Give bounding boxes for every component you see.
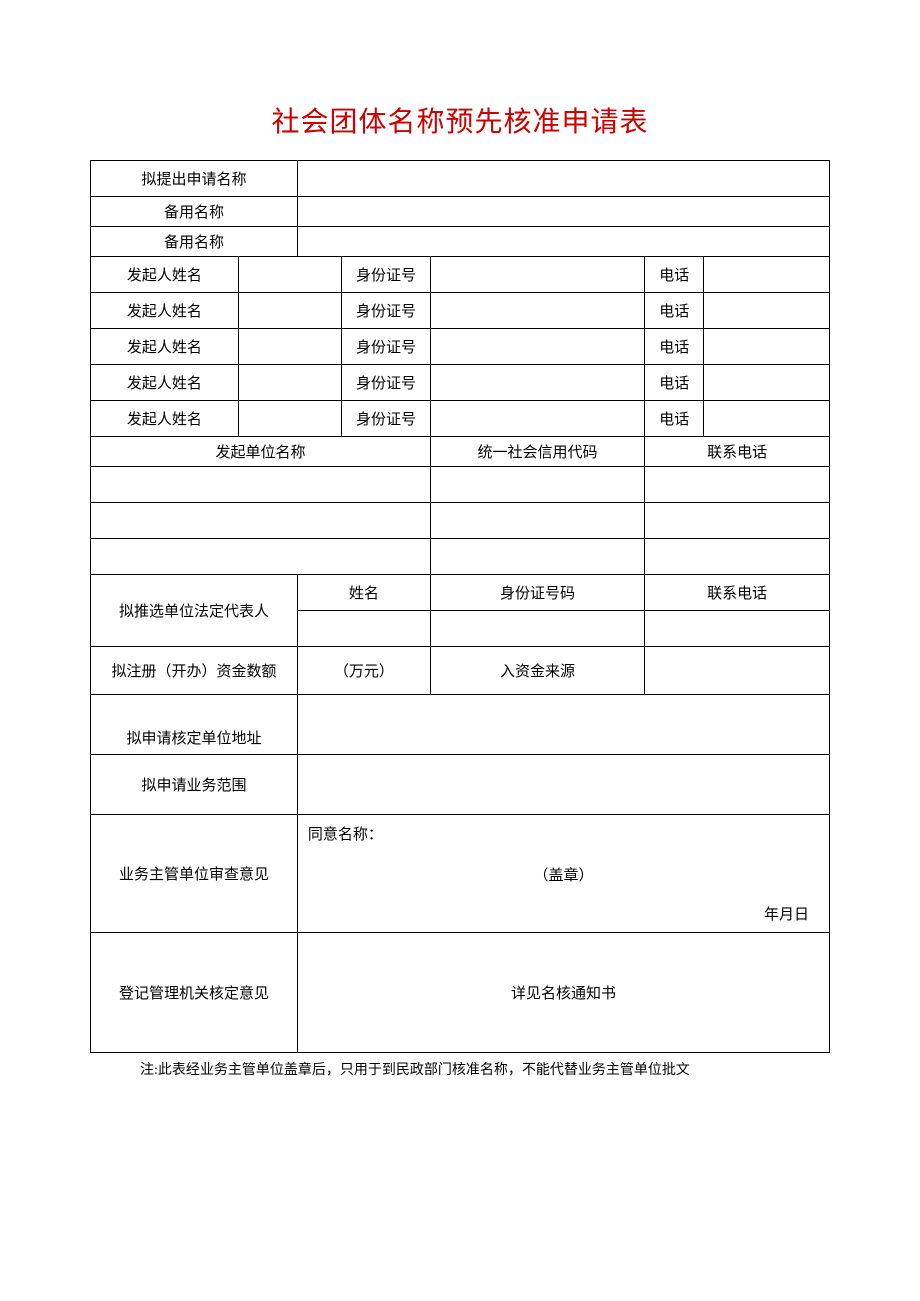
page-title: 社会团体名称预先核准申请表 <box>90 100 830 140</box>
capital-source-value <box>645 647 830 695</box>
initiator-name-value <box>238 329 341 365</box>
id-number-label: 身份证号 <box>342 329 431 365</box>
id-number-label: 身份证号 <box>342 257 431 293</box>
address-value <box>297 695 829 755</box>
alt-name-label-2: 备用名称 <box>91 227 298 257</box>
proposed-name-label: 拟提出申请名称 <box>91 161 298 197</box>
social-credit-label: 统一社会信用代码 <box>430 437 644 467</box>
address-label: 拟申请核定单位地址 <box>91 695 298 755</box>
initiator-name-value <box>238 293 341 329</box>
org-name-value <box>91 539 431 575</box>
supervisor-review-label: 业务主管单位审查意见 <box>91 815 298 933</box>
org-code-value <box>430 467 644 503</box>
contact-phone-label: 联系电话 <box>645 575 830 611</box>
id-card-label: 身份证号码 <box>430 575 644 611</box>
seal-label: （盖章） <box>308 864 819 885</box>
capital-label: 拟注册（开办）资金数额 <box>91 647 298 695</box>
initiator-name-value <box>238 401 341 437</box>
initiator-name-label: 发起人姓名 <box>91 329 239 365</box>
org-code-value <box>430 503 644 539</box>
id-number-label: 身份证号 <box>342 401 431 437</box>
id-number-value <box>430 257 644 293</box>
date-label: 年月日 <box>308 903 819 924</box>
legal-rep-name-value <box>297 611 430 647</box>
legal-rep-phone-value <box>645 611 830 647</box>
initiator-name-label: 发起人姓名 <box>91 257 239 293</box>
phone-label: 电话 <box>645 257 704 293</box>
phone-value <box>704 257 830 293</box>
phone-value <box>704 365 830 401</box>
contact-phone-label: 联系电话 <box>645 437 830 467</box>
proposed-name-value <box>297 161 829 197</box>
id-number-label: 身份证号 <box>342 365 431 401</box>
org-name-value <box>91 503 431 539</box>
initiator-name-value <box>238 365 341 401</box>
supervisor-review-content: 同意名称： （盖章） 年月日 <box>297 815 829 933</box>
org-phone-value <box>645 467 830 503</box>
phone-label: 电话 <box>645 401 704 437</box>
org-phone-value <box>645 503 830 539</box>
org-code-value <box>430 539 644 575</box>
org-name-value <box>91 467 431 503</box>
registration-review-label: 登记管理机关核定意见 <box>91 933 298 1053</box>
capital-unit: （万元） <box>297 647 430 695</box>
id-number-value <box>430 401 644 437</box>
phone-label: 电话 <box>645 293 704 329</box>
alt-name-value-1 <box>297 197 829 227</box>
phone-value <box>704 329 830 365</box>
initiator-name-label: 发起人姓名 <box>91 293 239 329</box>
id-number-value <box>430 365 644 401</box>
id-number-value <box>430 293 644 329</box>
alt-name-label-1: 备用名称 <box>91 197 298 227</box>
legal-rep-label: 拟推选单位法定代表人 <box>91 575 298 647</box>
application-form-table: 拟提出申请名称 备用名称 备用名称 发起人姓名 身份证号 电话 发起人姓名 身份… <box>90 160 830 1053</box>
agree-name-label: 同意名称： <box>308 823 819 844</box>
alt-name-value-2 <box>297 227 829 257</box>
phone-value <box>704 293 830 329</box>
org-phone-value <box>645 539 830 575</box>
phone-value <box>704 401 830 437</box>
legal-rep-id-value <box>430 611 644 647</box>
name-label: 姓名 <box>297 575 430 611</box>
initiator-name-label: 发起人姓名 <box>91 365 239 401</box>
initiator-name-label: 发起人姓名 <box>91 401 239 437</box>
org-name-label: 发起单位名称 <box>91 437 431 467</box>
registration-notice: 详见名核通知书 <box>297 933 829 1053</box>
footnote: 注:此表经业务主管单位盖章后，只用于到民政部门核准名称，不能代替业务主管单位批文 <box>90 1059 830 1079</box>
initiator-name-value <box>238 257 341 293</box>
phone-label: 电话 <box>645 365 704 401</box>
business-scope-label: 拟申请业务范围 <box>91 755 298 815</box>
business-scope-value <box>297 755 829 815</box>
id-number-value <box>430 329 644 365</box>
capital-source-label: 入资金来源 <box>430 647 644 695</box>
id-number-label: 身份证号 <box>342 293 431 329</box>
phone-label: 电话 <box>645 329 704 365</box>
